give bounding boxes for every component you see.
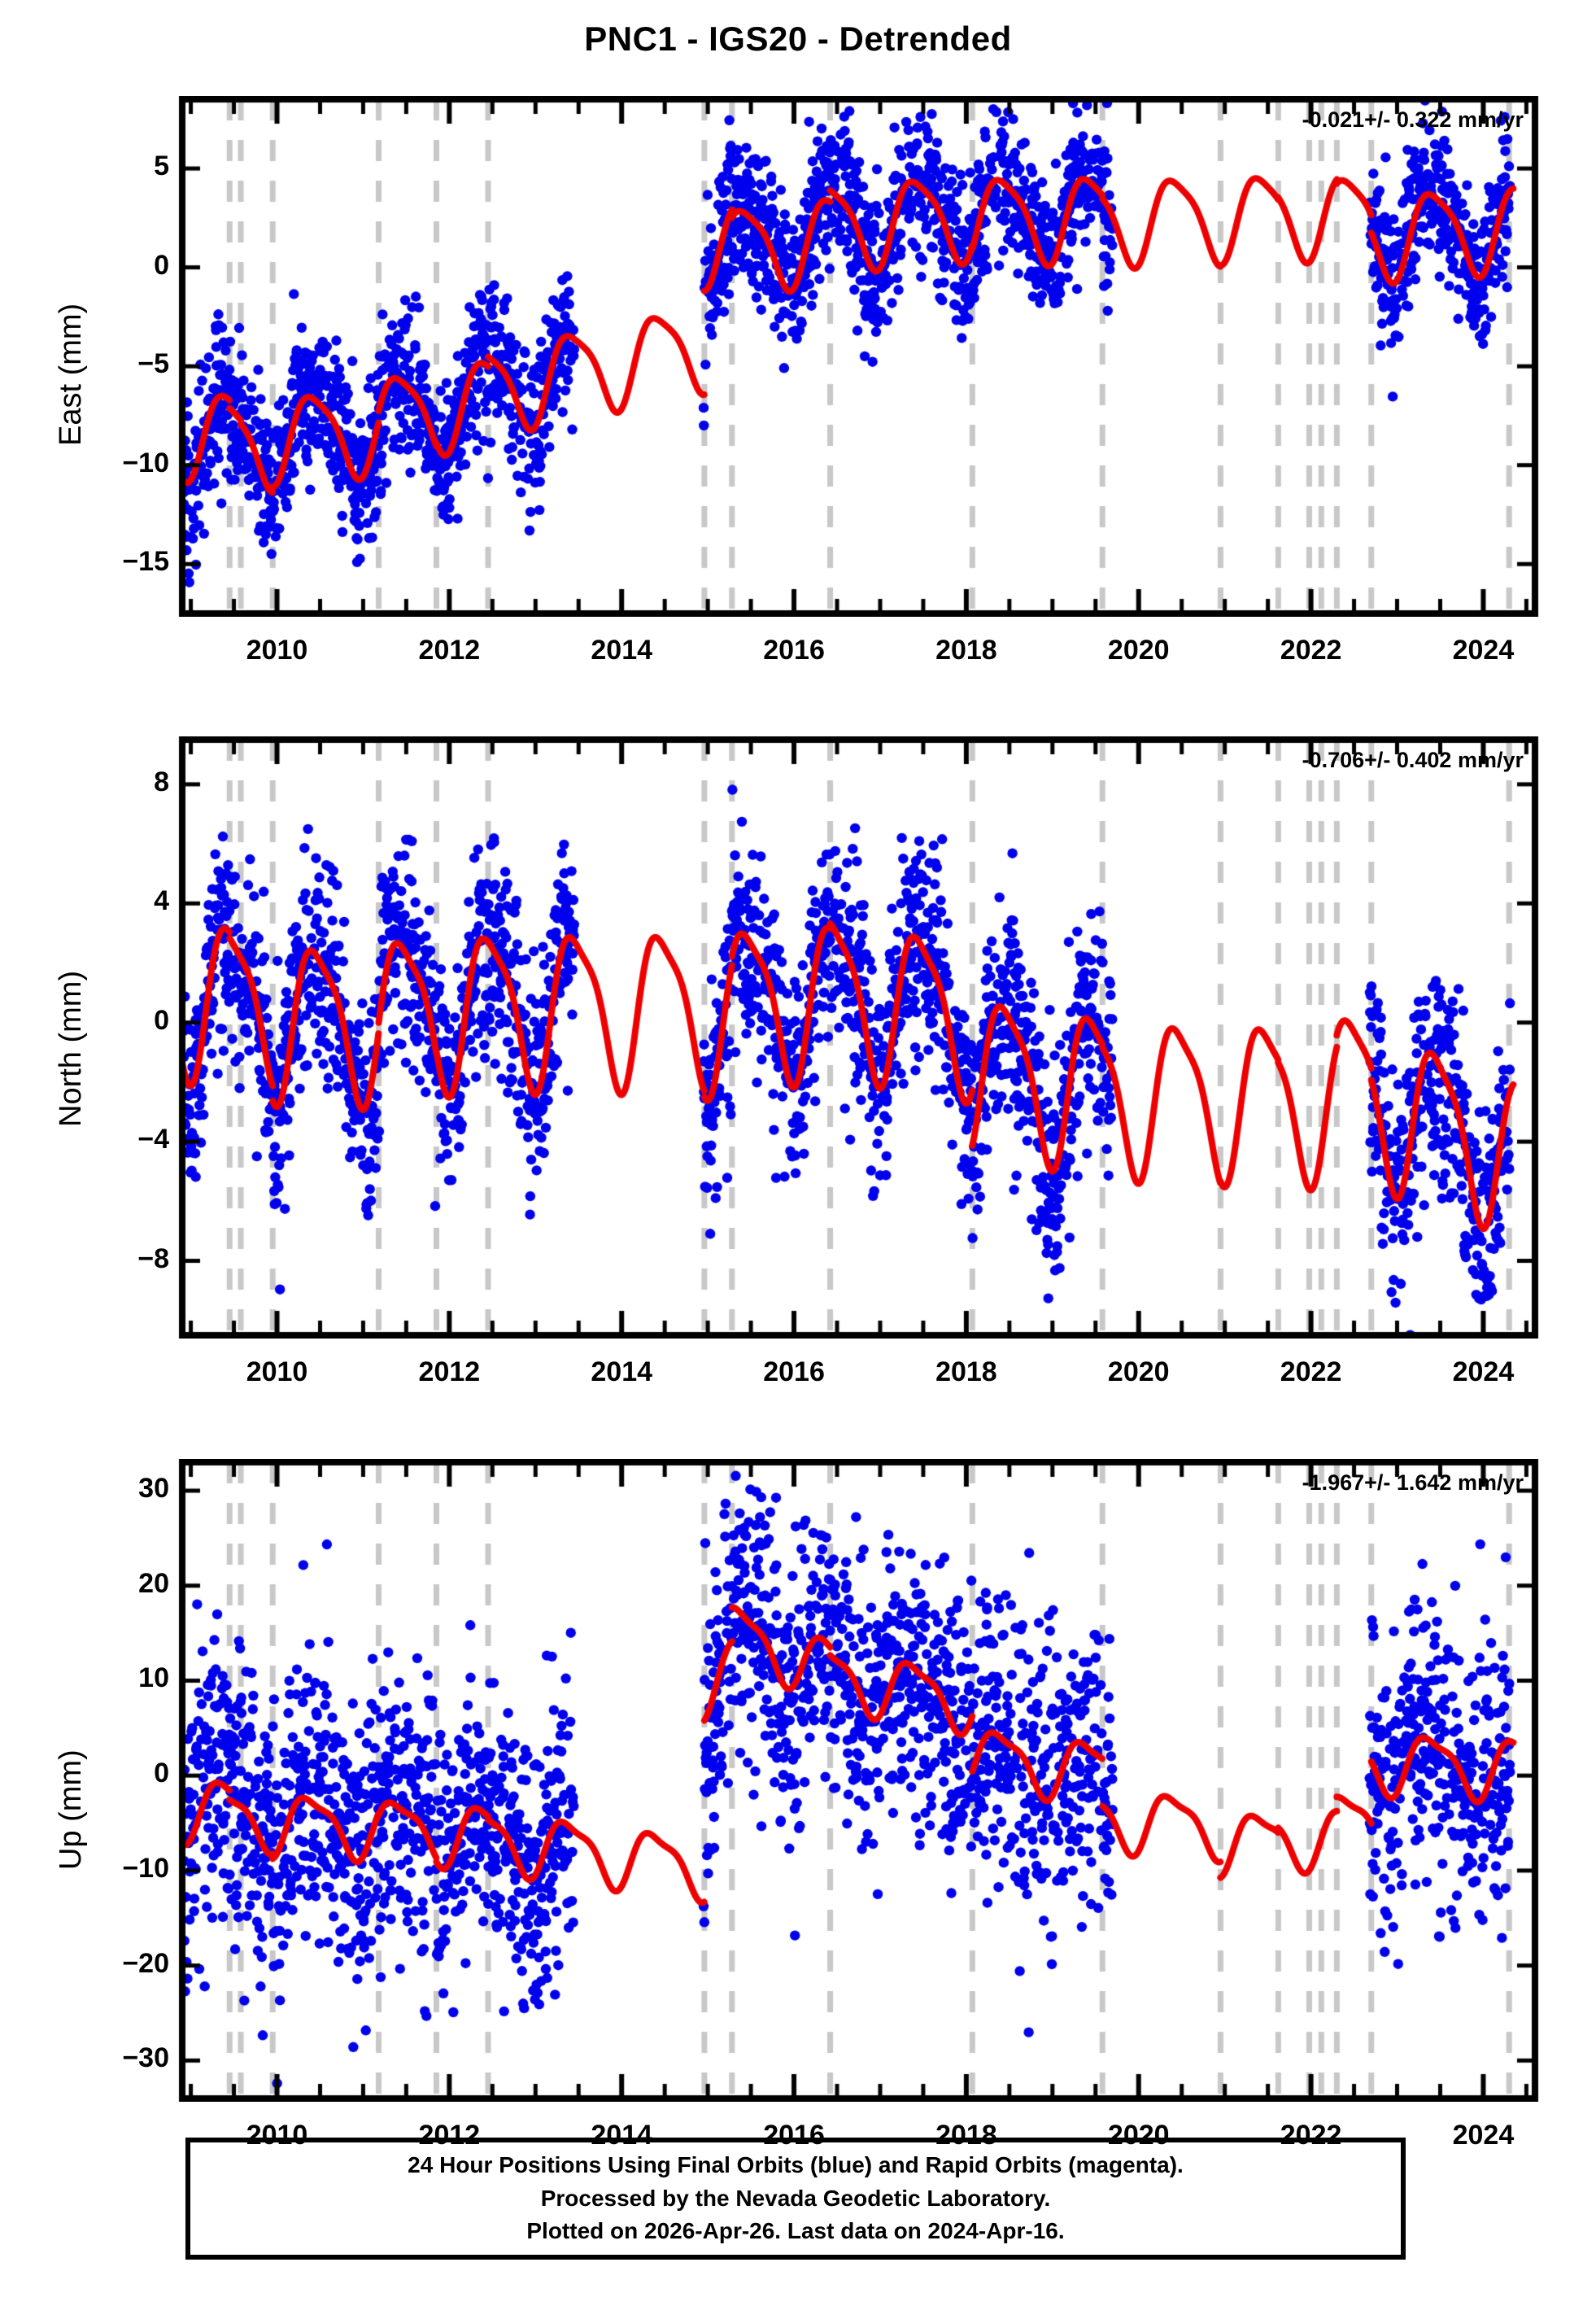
- x-tick-label-east-2022: 2022: [1280, 635, 1342, 666]
- y-tick-label-north: 4: [154, 885, 169, 917]
- y-tick-label-east: −10: [122, 447, 169, 478]
- y-tick-label-up: 20: [138, 1567, 169, 1599]
- x-tick-label-up-2010: 2010: [246, 2120, 308, 2151]
- x-tick-label-north-2022: 2022: [1280, 1356, 1342, 1387]
- x-tick-label-north-2016: 2016: [763, 1356, 825, 1387]
- footer-note-box: 24 Hour Positions Using Final Orbits (bl…: [185, 2138, 1406, 2260]
- footer-line-3: Plotted on 2026-Apr-26. Last data on 202…: [526, 2218, 1065, 2244]
- y-tick-label-up: −30: [122, 2042, 169, 2074]
- panel-east: [0, 96, 1596, 617]
- x-tick-label-north-2010: 2010: [246, 1356, 308, 1387]
- y-tick-label-up: 0: [154, 1758, 169, 1789]
- rate-annotation-east: -0.021+/- 0.322 mm/yr: [1302, 107, 1524, 132]
- y-axis-label-north: North (mm): [54, 970, 88, 1127]
- panel-up: [0, 1459, 1596, 2102]
- y-tick-label-north: 8: [154, 766, 169, 797]
- y-tick-label-east: 5: [154, 151, 169, 182]
- y-tick-label-up: −20: [122, 1947, 169, 1979]
- footer-line-1: 24 Hour Positions Using Final Orbits (bl…: [408, 2152, 1184, 2178]
- y-tick-label-north: −4: [137, 1124, 169, 1155]
- x-tick-label-east-2018: 2018: [935, 635, 997, 666]
- y-tick-label-up: 30: [138, 1473, 169, 1504]
- x-tick-label-north-2012: 2012: [418, 1356, 481, 1387]
- plot-canvas-north: [0, 736, 1596, 1339]
- y-axis-label-east: East (mm): [54, 303, 88, 446]
- y-tick-label-east: 0: [154, 249, 169, 281]
- y-tick-label-north: 0: [154, 1004, 169, 1036]
- y-tick-label-north: −8: [137, 1243, 169, 1274]
- y-tick-label-up: 10: [138, 1662, 169, 1694]
- x-tick-label-up-2012: 2012: [418, 2120, 481, 2151]
- x-tick-label-north-2020: 2020: [1107, 1356, 1170, 1387]
- x-tick-label-up-2018: 2018: [935, 2120, 997, 2151]
- rate-annotation-up: -1.967+/- 1.642 mm/yr: [1302, 1470, 1524, 1495]
- x-tick-label-up-2024: 2024: [1452, 2120, 1515, 2151]
- x-tick-label-east-2012: 2012: [418, 635, 481, 666]
- y-tick-label-up: −10: [122, 1852, 169, 1884]
- footer-line-2: Processed by the Nevada Geodetic Laborat…: [540, 2185, 1051, 2211]
- x-tick-label-up-2022: 2022: [1280, 2120, 1342, 2151]
- x-tick-label-east-2020: 2020: [1107, 635, 1170, 666]
- x-tick-label-east-2016: 2016: [763, 635, 825, 666]
- x-tick-label-up-2014: 2014: [591, 2120, 653, 2151]
- panel-north: [0, 736, 1596, 1339]
- page-title: PNC1 - IGS20 - Detrended: [584, 20, 1012, 58]
- x-tick-label-east-2010: 2010: [246, 635, 308, 666]
- y-tick-label-east: −15: [122, 546, 169, 578]
- y-axis-label-up: Up (mm): [54, 1749, 88, 1870]
- y-tick-label-east: −5: [137, 348, 169, 380]
- x-tick-label-up-2016: 2016: [763, 2120, 825, 2151]
- x-tick-label-east-2014: 2014: [591, 635, 653, 666]
- x-tick-label-north-2024: 2024: [1452, 1356, 1515, 1387]
- x-tick-label-north-2014: 2014: [591, 1356, 653, 1387]
- rate-annotation-north: -0.706+/- 0.402 mm/yr: [1302, 748, 1524, 772]
- x-tick-label-north-2018: 2018: [935, 1356, 997, 1387]
- plot-canvas-east: [0, 96, 1596, 617]
- x-tick-label-up-2020: 2020: [1107, 2120, 1170, 2151]
- x-tick-label-east-2024: 2024: [1452, 635, 1515, 666]
- plot-canvas-up: [0, 1459, 1596, 2102]
